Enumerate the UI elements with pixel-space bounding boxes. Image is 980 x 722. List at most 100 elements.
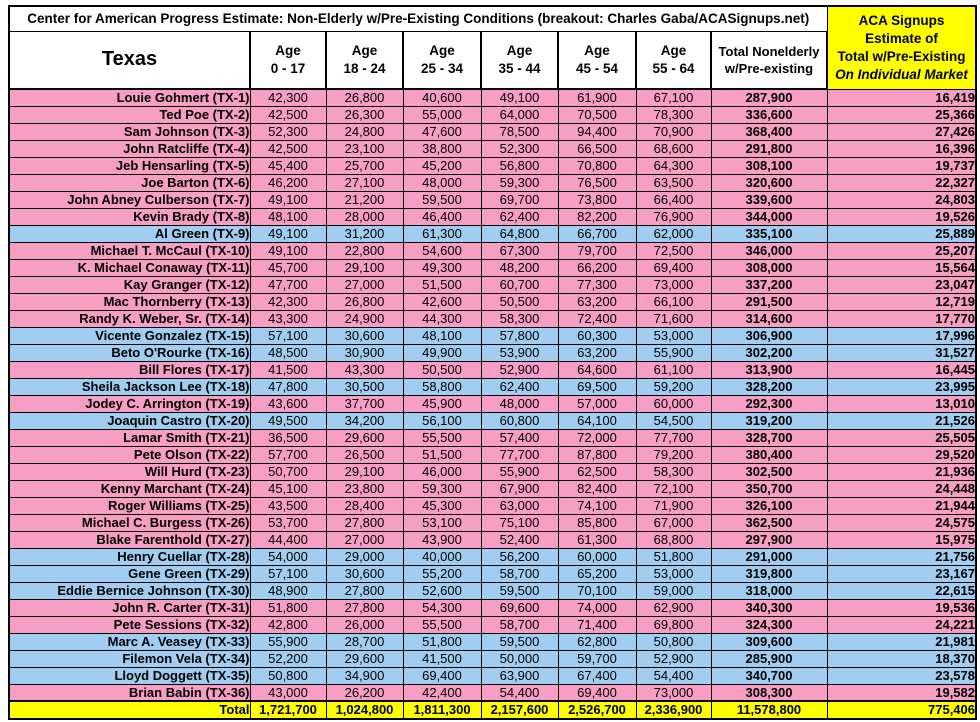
cell-age-35-44: 57,800 bbox=[480, 326, 559, 345]
cell-age-45-54: 77,300 bbox=[557, 275, 637, 294]
cell-age-18-24: 26,200 bbox=[325, 683, 404, 702]
cell-age-18-24: 27,800 bbox=[325, 598, 404, 617]
district-rep-name: Lamar Smith (TX-21) bbox=[8, 428, 251, 447]
cell-age-35-44: 75,100 bbox=[480, 513, 559, 532]
cell-age-18-24: 24,900 bbox=[325, 309, 404, 328]
cell-total-nonelderly: 328,700 bbox=[710, 428, 828, 447]
district-row: Lamar Smith (TX-21) 36,500 29,600 55,500 57,… bbox=[8, 428, 977, 447]
cell-aca-estimate: 19,536 bbox=[826, 598, 977, 617]
cell-total-nonelderly: 337,200 bbox=[710, 275, 828, 294]
cell-age-55-64: 68,800 bbox=[635, 530, 712, 549]
district-row: Beto O'Rourke (TX-16) 48,500 30,900 49,900 5… bbox=[8, 343, 977, 362]
district-rep-name: Sam Johnson (TX-3) bbox=[8, 122, 251, 141]
cell-total-nonelderly: 344,000 bbox=[710, 207, 828, 226]
cell-age-55-64: 67,100 bbox=[635, 88, 712, 107]
district-row: Pete Olson (TX-22) 57,700 26,500 51,500 77,7… bbox=[8, 445, 977, 464]
cell-age-0-17: 55,900 bbox=[249, 632, 327, 651]
cell-age-55-64: 53,000 bbox=[635, 564, 712, 583]
district-row: Eddie Bernice Johnson (TX-30) 48,900 27,80… bbox=[8, 581, 977, 600]
district-rep-name: Kay Granger (TX-12) bbox=[8, 275, 251, 294]
cell-age-35-44: 56,200 bbox=[480, 547, 559, 566]
district-row: Louie Gohmert (TX-1) 42,300 26,800 40,600 49… bbox=[8, 88, 977, 107]
cell-age-25-34: 46,400 bbox=[402, 207, 482, 226]
cell-total-nonelderly: 308,300 bbox=[710, 683, 828, 702]
column-header-age-18-24: Age 18 - 24 bbox=[325, 30, 404, 90]
cell-age-55-64: 55,900 bbox=[635, 343, 712, 362]
aca-estimate-column-header: ACA Signups Estimate of Total w/Pre-Exis… bbox=[826, 5, 977, 90]
column-header-age-0-17: Age 0 - 17 bbox=[249, 30, 327, 90]
total-age-0-17: 1,721,700 bbox=[249, 700, 327, 720]
cell-age-0-17: 49,100 bbox=[249, 224, 327, 243]
cell-age-35-44: 58,700 bbox=[480, 564, 559, 583]
total-age-25-34: 1,811,300 bbox=[402, 700, 482, 720]
cell-age-0-17: 43,500 bbox=[249, 496, 327, 515]
district-rep-name: Louie Gohmert (TX-1) bbox=[8, 88, 251, 107]
district-row: Lloyd Doggett (TX-35) 50,800 34,900 69,400 6… bbox=[8, 666, 977, 685]
cell-age-35-44: 59,500 bbox=[480, 632, 559, 651]
cell-age-18-24: 34,900 bbox=[325, 666, 404, 685]
cell-aca-estimate: 31,527 bbox=[826, 343, 977, 362]
cell-total-nonelderly: 314,600 bbox=[710, 309, 828, 328]
cell-age-25-34: 50,500 bbox=[402, 360, 482, 379]
cell-aca-estimate: 25,505 bbox=[826, 428, 977, 447]
cell-age-45-54: 74,100 bbox=[557, 496, 637, 515]
cell-age-45-54: 70,100 bbox=[557, 581, 637, 600]
cell-age-55-64: 62,900 bbox=[635, 598, 712, 617]
cell-total-nonelderly: 318,000 bbox=[710, 581, 828, 600]
district-row: Pete Sessions (TX-32) 42,800 26,000 55,500 5… bbox=[8, 615, 977, 634]
total-total-nonelderly: 11,578,800 bbox=[710, 700, 828, 720]
district-row: Will Hurd (TX-23) 50,700 29,100 46,000 55,90… bbox=[8, 462, 977, 481]
cell-age-18-24: 26,800 bbox=[325, 88, 404, 107]
district-row: Marc A. Veasey (TX-33) 55,900 28,700 51,800… bbox=[8, 632, 977, 651]
total-age-18-24: 1,024,800 bbox=[325, 700, 404, 720]
cell-age-45-54: 76,500 bbox=[557, 173, 637, 192]
district-rep-name: Michael C. Burgess (TX-26) bbox=[8, 513, 251, 532]
cell-age-45-54: 69,400 bbox=[557, 683, 637, 702]
cell-age-45-54: 60,300 bbox=[557, 326, 637, 345]
cell-age-18-24: 27,100 bbox=[325, 173, 404, 192]
cell-age-0-17: 57,100 bbox=[249, 564, 327, 583]
column-header-row: Texas Age 0 - 17 Age 18 - 24 Age 25 - 34… bbox=[8, 30, 976, 90]
cell-age-0-17: 57,100 bbox=[249, 326, 327, 345]
cell-age-55-64: 52,900 bbox=[635, 649, 712, 668]
cell-age-18-24: 24,800 bbox=[325, 122, 404, 141]
cell-aca-estimate: 25,889 bbox=[826, 224, 977, 243]
district-row: Sheila Jackson Lee (TX-18) 47,800 30,500 58… bbox=[8, 377, 977, 396]
age-range: 55 - 64 bbox=[652, 60, 695, 76]
cell-aca-estimate: 17,996 bbox=[826, 326, 977, 345]
cell-age-25-34: 58,800 bbox=[402, 377, 482, 396]
cell-total-nonelderly: 291,000 bbox=[710, 547, 828, 566]
cell-age-45-54: 66,700 bbox=[557, 224, 637, 243]
cell-aca-estimate: 16,396 bbox=[826, 139, 977, 158]
cell-aca-estimate: 17,770 bbox=[826, 309, 977, 328]
cell-age-18-24: 37,700 bbox=[325, 394, 404, 413]
cell-aca-estimate: 18,370 bbox=[826, 649, 977, 668]
cell-age-35-44: 78,500 bbox=[480, 122, 559, 141]
district-row: John Ratcliffe (TX-4) 42,500 23,100 38,800 5… bbox=[8, 139, 977, 158]
age-label: Age bbox=[275, 42, 301, 58]
age-label: Age bbox=[351, 42, 378, 58]
cell-age-18-24: 30,900 bbox=[325, 343, 404, 362]
cell-age-25-34: 61,300 bbox=[402, 224, 482, 243]
cell-age-25-34: 49,300 bbox=[402, 258, 482, 277]
cell-age-25-34: 56,100 bbox=[402, 411, 482, 430]
cell-age-35-44: 64,800 bbox=[480, 224, 559, 243]
cell-age-25-34: 40,000 bbox=[402, 547, 482, 566]
cell-age-0-17: 42,300 bbox=[249, 88, 327, 107]
district-row: Kay Granger (TX-12) 47,700 27,000 51,500 60,… bbox=[8, 275, 977, 294]
district-rep-name: Mac Thornberry (TX-13) bbox=[8, 292, 251, 311]
cell-age-45-54: 85,800 bbox=[557, 513, 637, 532]
district-rep-name: Roger Williams (TX-25) bbox=[8, 496, 251, 515]
total-aca-estimate: 775,406 bbox=[826, 700, 977, 720]
cell-aca-estimate: 12,719 bbox=[826, 292, 977, 311]
cell-age-25-34: 69,400 bbox=[402, 666, 482, 685]
cell-age-55-64: 70,900 bbox=[635, 122, 712, 141]
district-rep-name: Filemon Vela (TX-34) bbox=[8, 649, 251, 668]
cell-aca-estimate: 24,803 bbox=[826, 190, 977, 209]
cell-age-0-17: 48,500 bbox=[249, 343, 327, 362]
cell-age-0-17: 46,200 bbox=[249, 173, 327, 192]
cell-age-25-34: 45,300 bbox=[402, 496, 482, 515]
cell-total-nonelderly: 350,700 bbox=[710, 479, 828, 498]
district-row: Mac Thornberry (TX-13) 42,300 26,800 42,600… bbox=[8, 292, 977, 311]
column-header-total-nonelderly: Total Nonelderly w/Pre-existing bbox=[710, 30, 828, 90]
